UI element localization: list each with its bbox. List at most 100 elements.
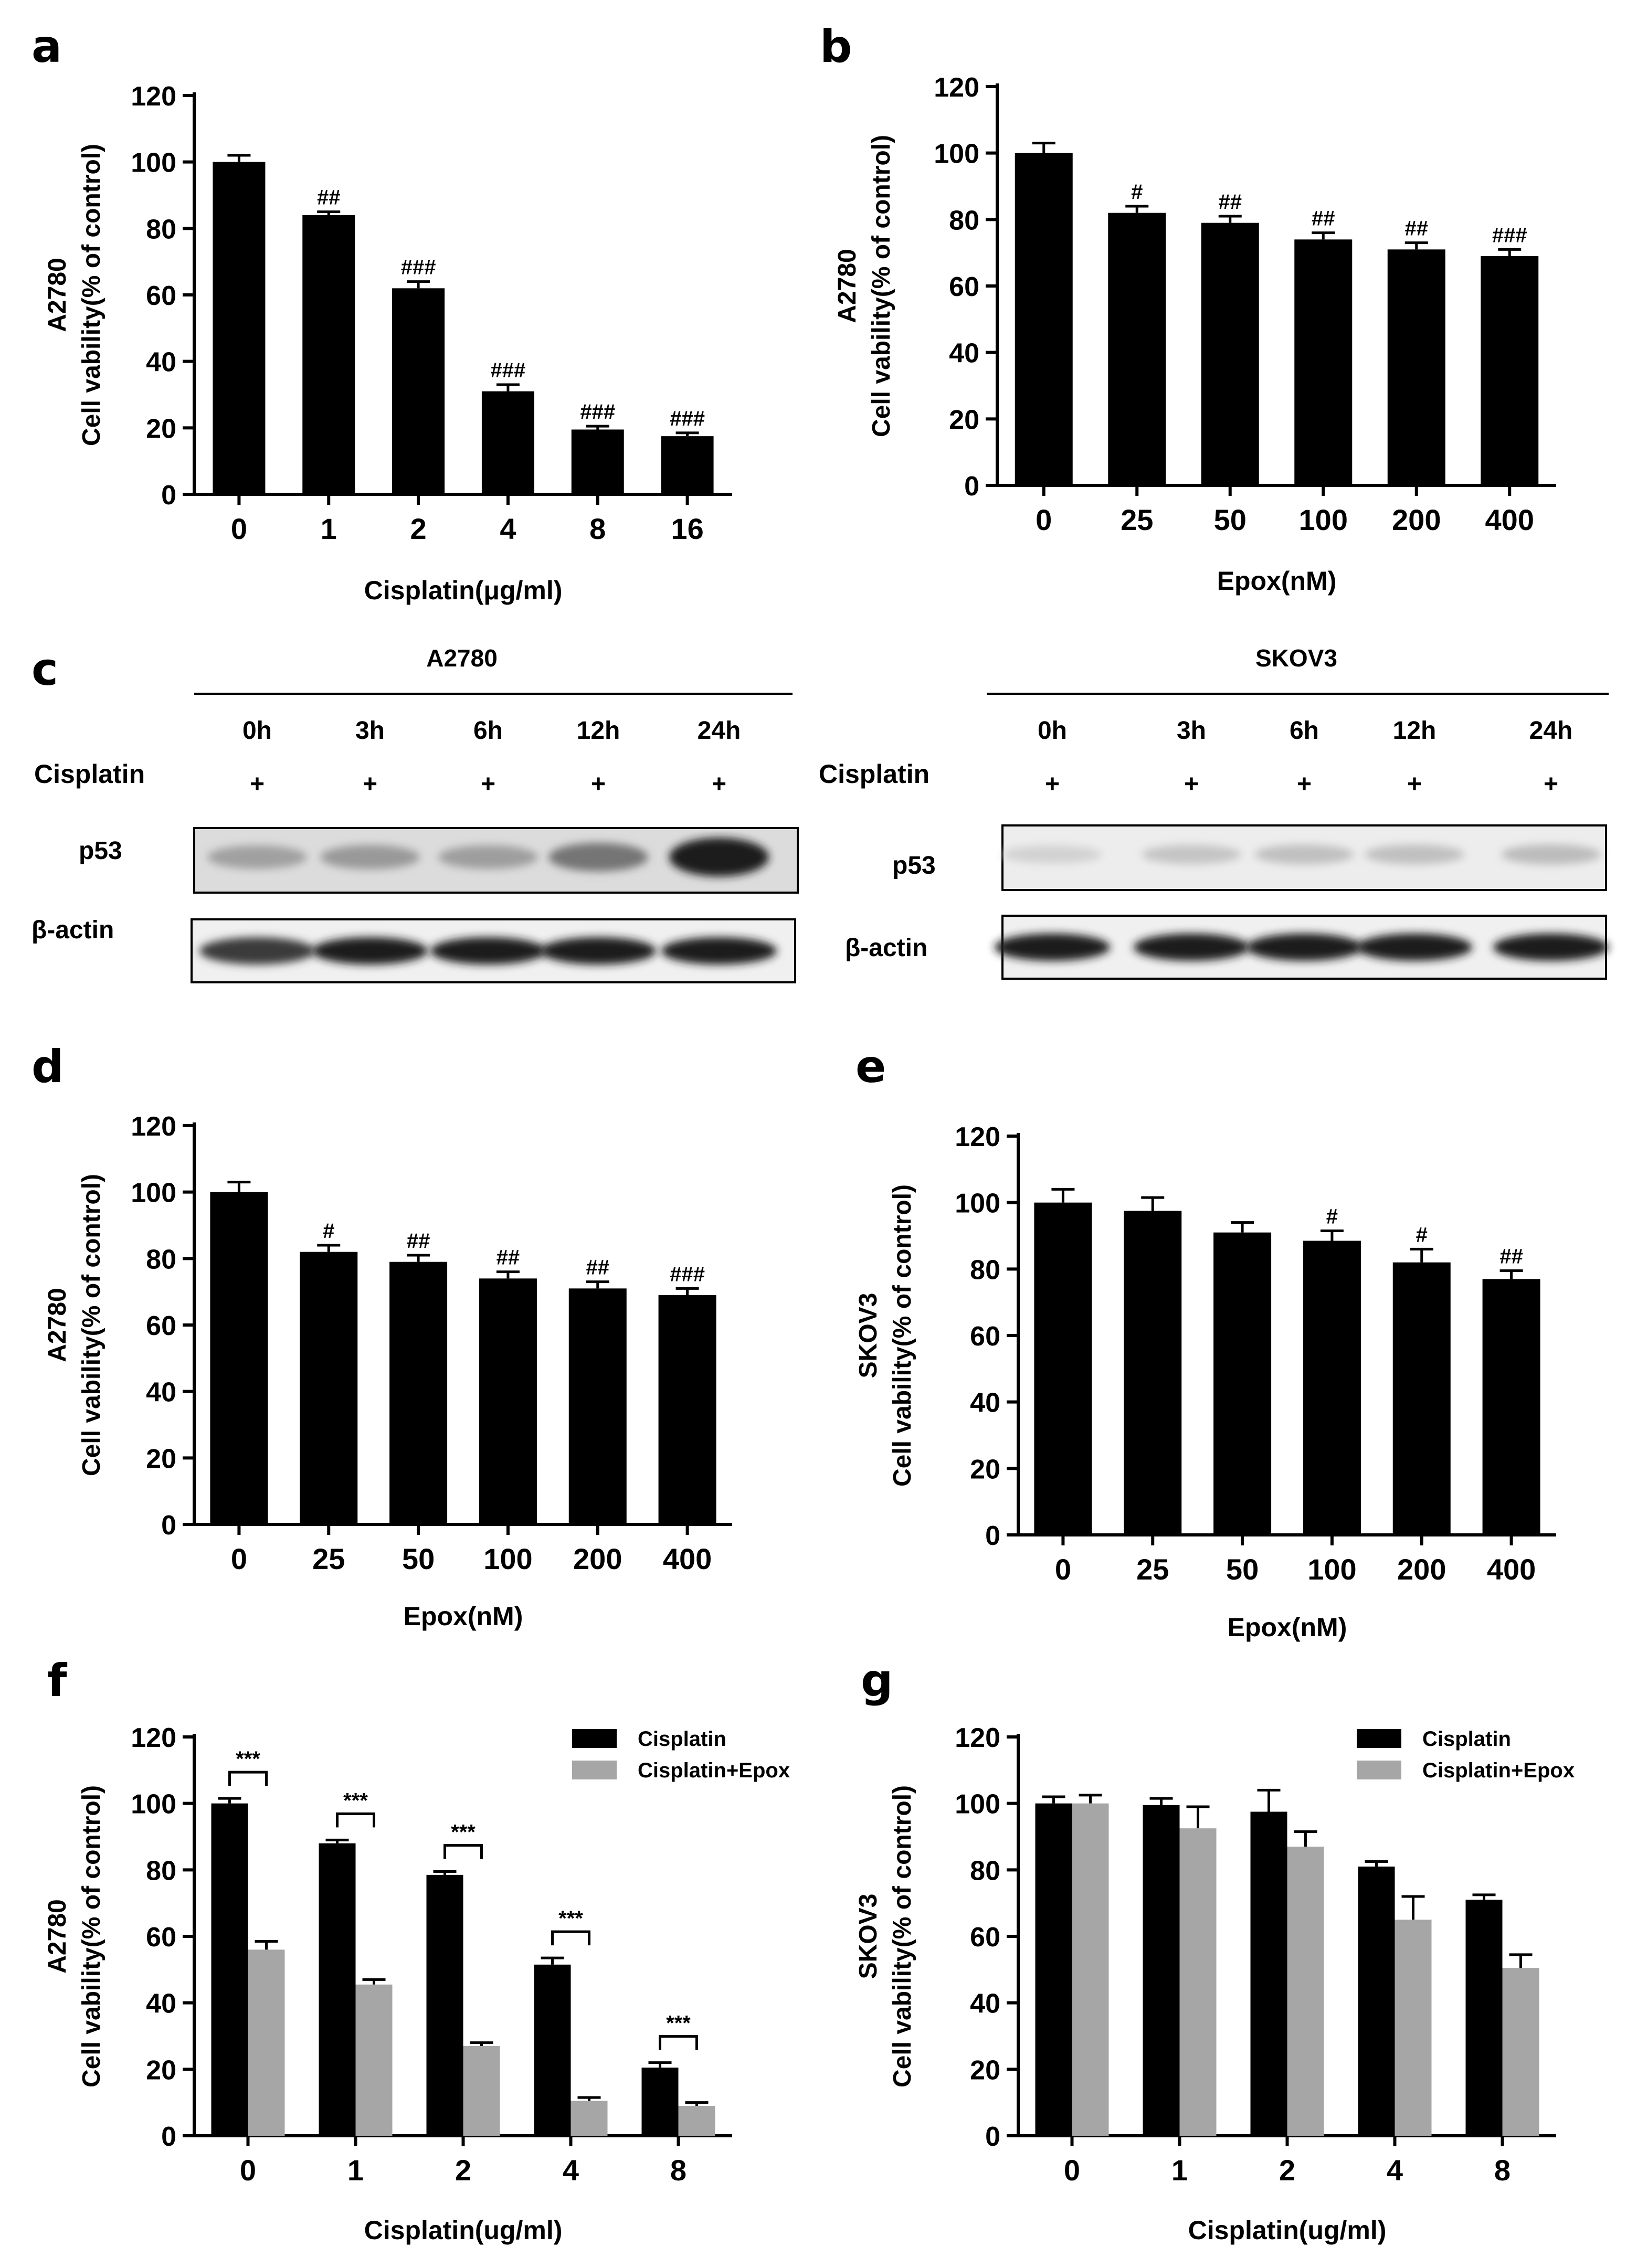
y-tick-label: 20 bbox=[146, 414, 176, 444]
chart-panel-e: 0 20 40 60 80 100 120 SKOV3 Cell vability(% of c… bbox=[854, 1122, 1556, 1642]
y-tick-label: 60 bbox=[970, 1321, 1000, 1352]
significance-label: ### bbox=[401, 256, 436, 279]
panel-label-c: c bbox=[31, 643, 58, 696]
x-tick-label: 2 bbox=[455, 2154, 471, 2187]
chart-panel-b: 0 20 40 60 80 100 120 A2780 Cell vability(% of c… bbox=[833, 72, 1556, 596]
significance-label: ## bbox=[1312, 207, 1335, 230]
timepoint-label: 12h bbox=[577, 717, 620, 745]
x-tick-label: 4 bbox=[1387, 2154, 1403, 2187]
timepoint-label: 0h bbox=[1038, 717, 1067, 745]
y-axis-label: Cell vability(% of control) bbox=[889, 1785, 916, 2087]
blot-cell-line-title: SKOV3 bbox=[1255, 644, 1337, 672]
treatment-mark: + bbox=[1045, 770, 1060, 798]
x-tick-label: 4 bbox=[500, 512, 516, 545]
treatment-mark: + bbox=[1407, 770, 1422, 798]
y-tick-label: 80 bbox=[146, 1856, 176, 1886]
timepoint-label: 3h bbox=[1177, 717, 1206, 745]
actin-band bbox=[199, 937, 315, 965]
bar bbox=[1108, 213, 1166, 486]
bar-cisplatin-epox bbox=[1179, 1828, 1217, 2136]
x-tick-label: 400 bbox=[1487, 1553, 1536, 1586]
blot-skov3: SKOV3 Cisplatin 0h +3h +6h +12h +24h + p53 β-acti… bbox=[819, 644, 1609, 980]
x-tick-label: 16 bbox=[671, 512, 703, 545]
p53-band bbox=[438, 845, 538, 869]
x-tick-label: 0 bbox=[231, 512, 247, 545]
p53-label: p53 bbox=[892, 852, 936, 879]
y-tick-label: 40 bbox=[146, 347, 176, 378]
western-blots: A2780 Cisplatin 0h +3h +6h +12h +24h + p53 β-acti… bbox=[31, 644, 1609, 983]
bar bbox=[1213, 1232, 1272, 1535]
y-tick-label: 40 bbox=[146, 1377, 176, 1408]
p53-band bbox=[669, 838, 769, 877]
panel-label-a: a bbox=[31, 20, 62, 73]
legend-swatch bbox=[572, 1729, 617, 1748]
actin-label: β-actin bbox=[845, 934, 927, 962]
panel-label-f: f bbox=[47, 1655, 68, 1707]
x-tick-label: 1 bbox=[1171, 2154, 1188, 2187]
actin-band bbox=[1357, 934, 1472, 961]
y-axis-cell-line-label: A2780 bbox=[44, 258, 71, 332]
legend-label: Cisplatin bbox=[1422, 1728, 1511, 1751]
panel-label-e: e bbox=[856, 1041, 886, 1093]
bar bbox=[1124, 1211, 1182, 1535]
x-tick-label: 100 bbox=[483, 1542, 532, 1575]
bar bbox=[568, 1288, 627, 1524]
significance-bracket bbox=[228, 1771, 268, 1786]
x-tick-label: 200 bbox=[1392, 503, 1441, 536]
x-tick-label: 8 bbox=[1494, 2154, 1511, 2187]
y-tick-label: 0 bbox=[161, 480, 176, 511]
x-tick-label: 50 bbox=[402, 1542, 435, 1575]
y-tick-label: 80 bbox=[146, 1244, 176, 1275]
timepoint-label: 24h bbox=[1529, 717, 1573, 745]
y-tick-label: 80 bbox=[970, 1856, 1000, 1886]
bar bbox=[392, 288, 445, 494]
actin-band bbox=[430, 937, 546, 965]
y-axis-label: Cell vability(% of control) bbox=[78, 1785, 105, 2087]
y-tick-label: 40 bbox=[949, 338, 979, 369]
bar bbox=[1482, 1279, 1540, 1535]
x-tick-label: 2 bbox=[410, 512, 427, 545]
p53-band bbox=[1254, 844, 1354, 865]
timepoint-label: 6h bbox=[1290, 717, 1319, 745]
x-tick-label: 25 bbox=[1121, 503, 1153, 536]
legend-label: Cisplatin+Epox bbox=[1422, 1759, 1575, 1782]
bar-cisplatin bbox=[534, 1964, 571, 2136]
x-tick-label: 8 bbox=[670, 2154, 687, 2187]
y-axis-cell-line-label: SKOV3 bbox=[854, 1894, 882, 1979]
x-axis-label: Cisplatin(ug/ml) bbox=[364, 2216, 563, 2245]
y-axis-label: Cell vability(% of control) bbox=[889, 1184, 916, 1487]
y-tick-label: 60 bbox=[970, 1922, 1000, 1953]
bar-cisplatin-epox bbox=[248, 1949, 285, 2136]
actin-band bbox=[541, 937, 656, 965]
treatment-mark: + bbox=[712, 770, 726, 798]
legend-swatch bbox=[1357, 1729, 1401, 1748]
significance-bracket bbox=[551, 1930, 590, 1946]
y-tick-label: 0 bbox=[985, 1521, 1000, 1551]
bar bbox=[661, 436, 714, 494]
x-tick-label: 4 bbox=[563, 2154, 579, 2187]
x-tick-label: 0 bbox=[1036, 503, 1052, 536]
y-axis-cell-line-label: A2780 bbox=[44, 1288, 71, 1362]
y-tick-label: 60 bbox=[949, 272, 979, 302]
bar-cisplatin bbox=[211, 1803, 248, 2136]
x-tick-label: 100 bbox=[1307, 1553, 1356, 1586]
significance-label: *** bbox=[558, 1907, 583, 1930]
y-tick-label: 80 bbox=[146, 214, 176, 245]
bar-cisplatin-epox bbox=[678, 2106, 715, 2136]
y-tick-label: 120 bbox=[934, 72, 979, 103]
y-axis-label: Cell vability(% of control) bbox=[78, 144, 105, 446]
x-tick-label: 25 bbox=[1136, 1553, 1169, 1586]
x-tick-label: 8 bbox=[589, 512, 606, 545]
x-tick-label: 400 bbox=[663, 1542, 712, 1575]
y-tick-label: 20 bbox=[970, 1454, 1000, 1485]
bar bbox=[658, 1295, 716, 1524]
y-tick-label: 20 bbox=[146, 1444, 176, 1474]
y-tick-label: 120 bbox=[131, 81, 176, 112]
y-tick-label: 20 bbox=[949, 405, 979, 435]
x-axis-label: Cisplatin(ug/ml) bbox=[1188, 2216, 1387, 2245]
significance-label: ## bbox=[1219, 190, 1242, 214]
bar-cisplatin bbox=[641, 2068, 679, 2136]
legend-swatch bbox=[572, 1761, 617, 1779]
actin-band bbox=[312, 937, 428, 965]
